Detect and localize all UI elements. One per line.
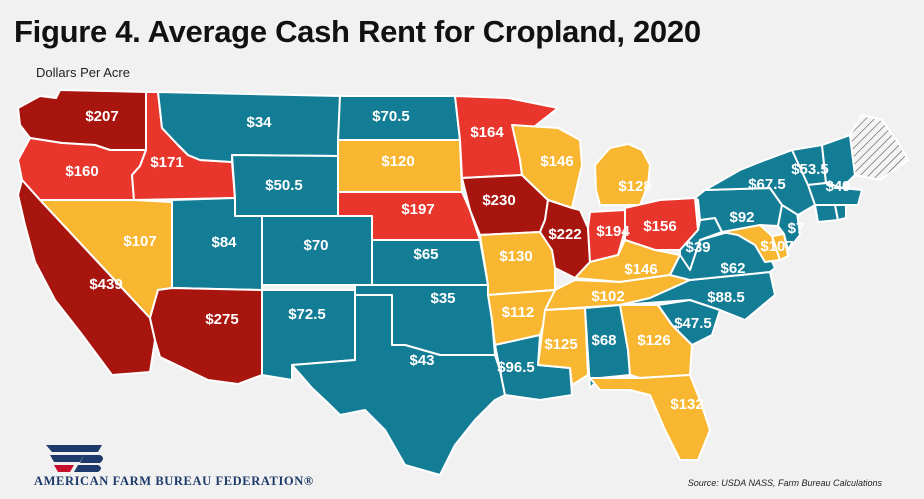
state-value-wy: $50.5 xyxy=(265,177,303,194)
state-value-pa: $92 xyxy=(729,209,754,226)
state-value-mt: $34 xyxy=(246,114,272,131)
state-value-va: $62 xyxy=(720,260,745,277)
state-value-vt: $53.5 xyxy=(791,161,829,178)
state-value-nm: $72.5 xyxy=(288,306,326,323)
state-value-co: $70 xyxy=(303,237,328,254)
state-mi xyxy=(594,143,651,206)
state-value-ut: $84 xyxy=(211,234,237,251)
state-value-tn: $102 xyxy=(591,288,624,305)
state-az xyxy=(149,287,263,385)
state-la xyxy=(494,334,573,401)
state-fl xyxy=(589,374,711,461)
state-nh xyxy=(821,134,856,189)
farm-bureau-logo-icon xyxy=(46,445,103,472)
state-value-sd: $120 xyxy=(381,153,414,170)
state-value-ne: $197 xyxy=(401,201,434,218)
state-value-md: $107 xyxy=(760,238,793,255)
state-value-nd: $70.5 xyxy=(372,108,410,125)
state-value-wa: $207 xyxy=(85,108,118,125)
state-value-nv: $107 xyxy=(123,233,156,250)
state-value-az: $275 xyxy=(205,311,238,328)
state-ca xyxy=(17,179,156,376)
state-value-il: $222 xyxy=(548,226,581,243)
state-md xyxy=(721,224,781,263)
state-value-wi: $146 xyxy=(540,153,573,170)
state-value-tx: $43 xyxy=(409,352,434,369)
state-value-ca: $439 xyxy=(89,276,122,293)
state-value-or: $160 xyxy=(65,163,98,180)
state-value-nh: $49 xyxy=(825,178,850,195)
state-value-id: $171 xyxy=(150,154,183,171)
state-value-sc: $47.5 xyxy=(674,315,712,332)
state-value-nc: $88.5 xyxy=(707,289,745,306)
state-value-la: $96.5 xyxy=(497,359,535,376)
page-title: Figure 4. Average Cash Rent for Cropland… xyxy=(14,14,701,49)
state-value-mo: $130 xyxy=(499,248,532,265)
state-value-al: $68 xyxy=(591,332,616,349)
state-value-ny: $67.5 xyxy=(748,176,786,193)
state-value-mi: $128 xyxy=(618,178,651,195)
state-value-in: $194 xyxy=(596,223,630,240)
state-value-ga: $126 xyxy=(637,332,670,349)
state-value-wv: $39 xyxy=(685,239,710,256)
unit-label: Dollars Per Acre xyxy=(36,65,130,80)
state-value-ms: $125 xyxy=(544,336,577,353)
state-value-ia: $230 xyxy=(482,192,515,209)
state-nc xyxy=(619,271,776,321)
state-tx xyxy=(291,294,506,476)
state-value-ar: $112 xyxy=(502,304,535,321)
state-value-oh: $156 xyxy=(643,218,676,235)
state-value-ks: $65 xyxy=(413,246,438,263)
state-me xyxy=(849,114,909,181)
state-value-ok: $35 xyxy=(430,290,455,307)
state-value-ky: $146 xyxy=(624,261,657,278)
state-value-fl: $132 xyxy=(670,396,703,413)
state-de xyxy=(771,233,789,261)
source-note: Source: USDA NASS, Farm Bureau Calculati… xyxy=(687,478,882,488)
organization-name: AMERICAN FARM BUREAU FEDERATION® xyxy=(34,474,314,488)
state-value-nj: $7 xyxy=(788,220,805,237)
state-ri xyxy=(834,204,847,221)
state-value-mn: $164 xyxy=(470,124,504,141)
